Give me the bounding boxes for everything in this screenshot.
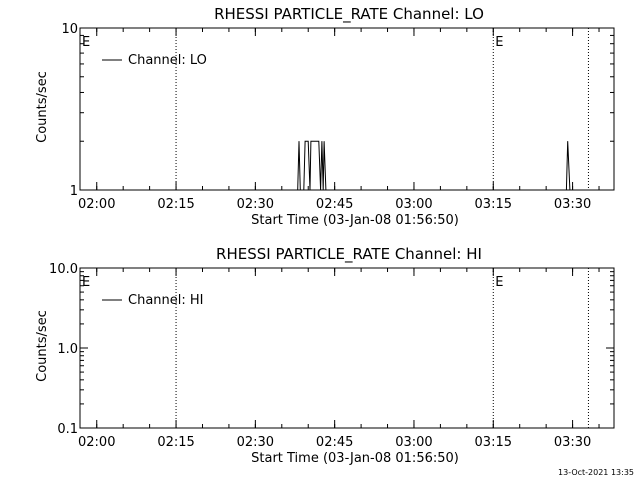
x-tick-label: 02:45 — [316, 197, 353, 212]
y-tick-label: 1.0 — [57, 342, 78, 357]
x-tick-label: 02:00 — [78, 435, 115, 450]
legend-entry: Channel: HI — [128, 293, 204, 308]
series-line — [297, 140, 571, 191]
y-tick-label: 1 — [70, 184, 78, 199]
timestamp-label: 13-Oct-2021 13:35 — [558, 468, 634, 477]
x-tick-label: 03:00 — [395, 197, 432, 212]
chart-panel-1: RHESSI PARTICLE_RATE Channel: LO 1 10 02:00… — [35, 5, 615, 228]
x-axis-label: Start Time (03-Jan-08 01:56:50) — [251, 213, 459, 228]
x-tick-label: 02:45 — [316, 435, 353, 450]
x-tick-label: 03:00 — [395, 435, 432, 450]
event-marker: E — [495, 275, 503, 290]
event-marker: E — [82, 35, 90, 50]
x-tick-label: 03:15 — [475, 435, 512, 450]
chart-title: RHESSI PARTICLE_RATE Channel: HI — [216, 245, 482, 264]
y-axis-label: Counts/sec — [35, 71, 50, 143]
x-tick-label: 02:30 — [237, 197, 274, 212]
y-tick-label: 0.1 — [57, 422, 78, 437]
x-tick-label: 03:30 — [554, 197, 591, 212]
y-tick-label: 10.0 — [49, 262, 78, 277]
plot-frame — [79, 267, 615, 429]
x-tick-label: 03:30 — [554, 435, 591, 450]
chart-title: RHESSI PARTICLE_RATE Channel: LO — [214, 5, 484, 24]
chart-panel-2: RHESSI PARTICLE_RATE Channel: HI 0.1 1.0 10… — [35, 245, 615, 466]
event-marker: E — [82, 275, 90, 290]
x-tick-label: 03:15 — [475, 197, 512, 212]
x-tick-label: 02:30 — [237, 435, 274, 450]
y-tick-label: 10 — [61, 22, 78, 37]
x-tick-label: 02:15 — [157, 197, 194, 212]
x-tick-label: 02:00 — [78, 197, 115, 212]
x-axis-label: Start Time (03-Jan-08 01:56:50) — [251, 451, 459, 466]
event-marker: E — [495, 35, 503, 50]
y-axis-label: Counts/sec — [35, 310, 50, 382]
legend-entry: Channel: LO — [128, 53, 207, 68]
x-tick-label: 02:15 — [157, 435, 194, 450]
